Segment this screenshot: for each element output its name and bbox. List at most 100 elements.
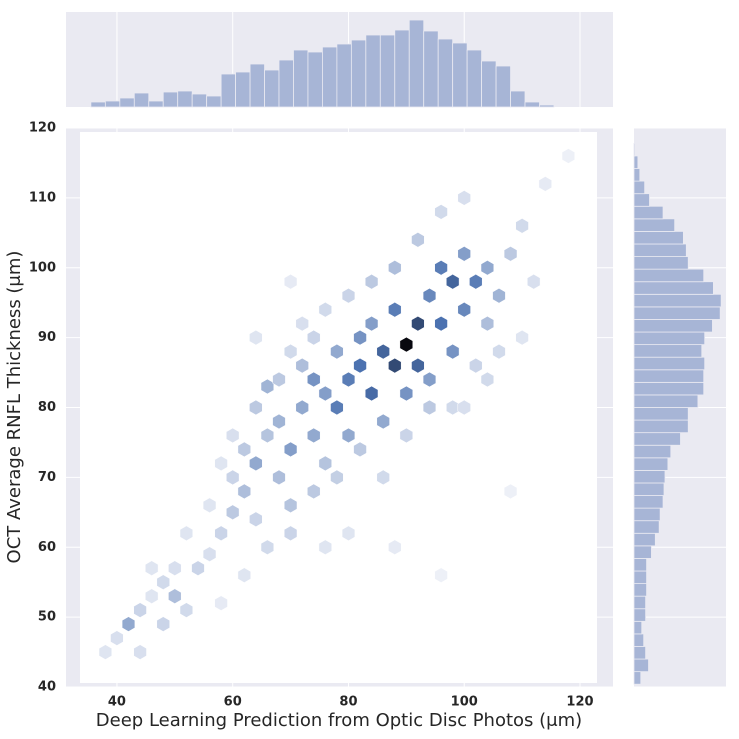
y-hist-bar: [633, 381, 705, 396]
x-tick-label: 40: [108, 695, 126, 710]
hex-cell: [191, 560, 205, 576]
hex-cell: [145, 560, 159, 576]
hex-cell: [272, 469, 286, 486]
hex-cell: [411, 232, 425, 248]
hex-cell: [364, 385, 379, 402]
x-hist-bar: [379, 34, 396, 108]
x-hist-bar: [423, 30, 439, 108]
y-tick-label: 100: [29, 260, 56, 275]
x-hist-bar: [162, 91, 179, 108]
hex-cell: [503, 246, 518, 262]
x-hist-bar: [452, 42, 468, 108]
x-hist-bar: [293, 49, 309, 108]
hex-cell: [364, 316, 379, 332]
hex-cell: [226, 427, 240, 444]
hex-cell: [214, 455, 228, 472]
y-hist-bar: [633, 419, 689, 434]
y-hist-bar: [633, 256, 689, 270]
x-hist-bar: [539, 104, 555, 108]
hex-cell: [295, 357, 309, 374]
hex-cell: [480, 371, 495, 388]
hex-cell: [503, 483, 518, 500]
y-hist-bar: [633, 558, 647, 572]
y-hist-bar: [633, 620, 643, 635]
y-hist-bar: [633, 658, 649, 673]
x-hist-bar: [264, 69, 280, 108]
y-tick-label: 90: [38, 330, 56, 345]
hex-cell: [133, 602, 147, 618]
y-hist-bar: [633, 457, 669, 471]
hex-cell: [272, 371, 286, 388]
hex-cell: [237, 441, 251, 458]
hex-cell: [307, 371, 321, 388]
x-hist-bar: [495, 65, 511, 108]
hex-cell: [341, 525, 356, 541]
y-hist-bar: [633, 495, 664, 509]
y-hist-bar: [633, 205, 664, 220]
hex-cell: [283, 441, 298, 458]
hex-cell: [249, 399, 263, 416]
y-hist-bar: [633, 180, 646, 195]
hex-cell: [133, 644, 147, 660]
hex-cell: [388, 260, 402, 276]
y-axis-label: OCT Average RNFL Thickness (μm): [4, 251, 25, 564]
hex-cell: [376, 413, 390, 430]
x-hist-bar: [148, 100, 164, 108]
hex-cell: [422, 399, 437, 416]
x-tick-label: 80: [339, 695, 357, 710]
hex-cell: [480, 316, 495, 332]
hex-cell: [330, 343, 344, 360]
y-hist-bar: [633, 268, 705, 283]
y-hist-bar: [633, 444, 672, 459]
x-hist-bar: [481, 60, 497, 108]
hex-cell: [527, 274, 541, 290]
hex-cell: [446, 274, 460, 290]
y-tick-label: 80: [38, 400, 56, 415]
hex-cell: [283, 343, 298, 360]
hex-cell: [515, 218, 529, 234]
hex-cell: [341, 288, 356, 304]
hex-cell: [469, 357, 483, 374]
y-hist-bar: [633, 231, 684, 245]
y-hist-bar: [633, 482, 665, 496]
y-hist-bar: [633, 193, 650, 207]
y-hist-bar: [633, 394, 699, 408]
x-hist-bar: [119, 97, 135, 108]
y-hist-bar: [633, 432, 681, 446]
hex-cell: [457, 302, 471, 318]
hex-cell: [156, 574, 170, 590]
x-hist-bar: [510, 90, 526, 108]
hex-cell: [434, 260, 448, 276]
hex-cell: [376, 343, 390, 360]
y-hist-bar: [633, 469, 666, 484]
y-hist-bar: [633, 155, 639, 169]
y-tick-label: 40: [38, 680, 56, 695]
x-hist-bar: [206, 95, 222, 108]
x-hist-bar: [90, 101, 106, 108]
y-hist-bar: [633, 520, 660, 534]
hex-cell: [237, 567, 251, 583]
hex-cell: [237, 483, 251, 500]
y-hist-bar: [633, 633, 645, 647]
hex-cell: [226, 469, 240, 486]
hex-cell: [202, 546, 217, 562]
x-hist-bar: [336, 43, 352, 108]
hex-cell: [214, 595, 228, 611]
hex-cell: [388, 357, 402, 374]
y-hist-bar: [633, 168, 641, 182]
hex-cell: [434, 567, 448, 583]
hex-cell: [457, 246, 471, 262]
hex-cell: [145, 588, 159, 604]
hex-cell: [168, 588, 182, 604]
hex-cell: [110, 630, 124, 646]
hex-cell: [179, 602, 194, 618]
hex-cell: [283, 274, 298, 290]
hex-cell: [353, 329, 367, 346]
y-hist-bar: [633, 407, 689, 421]
hex-cell: [226, 504, 240, 520]
y-hist-bar: [633, 646, 647, 660]
x-hist-bar: [322, 46, 338, 108]
hex-cell: [364, 274, 379, 290]
y-hist-bar: [633, 356, 706, 371]
